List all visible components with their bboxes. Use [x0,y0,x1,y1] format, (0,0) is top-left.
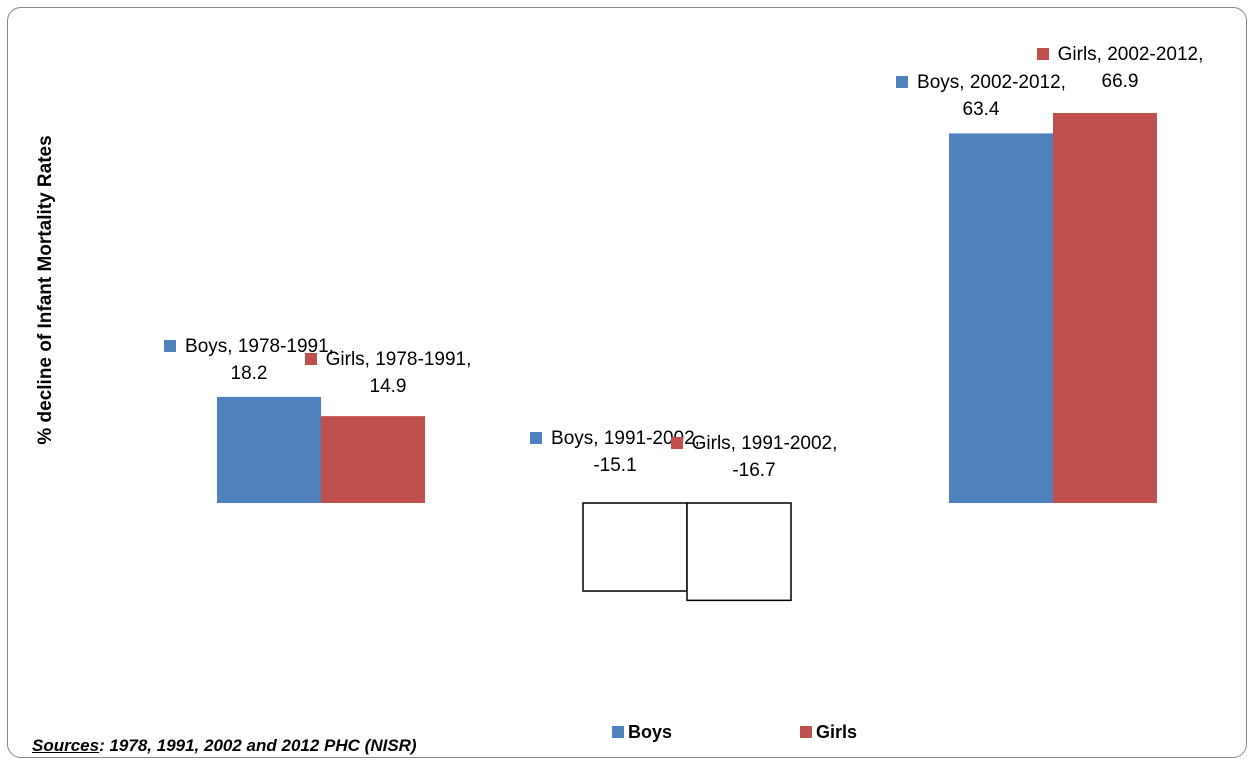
data-label-text: Boys, 1991-2002, -15.1 [551,427,700,476]
data-label: Girls, 2002-2012, 66.9 [1025,41,1215,95]
data-label-key [896,76,909,89]
data-label-text: Girls, 2002-2012, 66.9 [1057,44,1204,92]
data-label-key [670,436,683,449]
data-label-key [304,353,317,366]
chart-frame [7,7,1247,758]
data-label-key [1036,48,1049,60]
data-label-text: Girls, 1991-2002, -16.7 [691,432,838,481]
bar [1053,113,1157,503]
legend-label: Girls [816,722,858,742]
source-text: : 1978, 1991, 2002 and 2012 PHC (NISR) [99,736,417,755]
bar [582,502,688,592]
data-label-key [530,431,543,444]
data-label: Girls, 1978-1991, 14.9 [293,346,483,400]
bar [321,416,425,503]
data-label-key [164,339,177,352]
bar [686,502,792,602]
y-axis-title: % decline of Infant Mortality Rates [35,135,56,444]
data-label: Boys, 1978-1991, 18.2 [154,333,344,387]
legend-label: Boys [628,722,673,742]
legend-item: Girls [800,722,857,743]
legend-key [800,726,812,738]
bar [217,396,321,503]
source-label: Sources [32,736,100,755]
data-label-text: Girls, 1978-1991, 14.9 [325,349,472,398]
data-label: Boys, 1991-2002, -15.1 [520,425,710,479]
legend-item: Boys [612,722,672,743]
data-label: Boys, 2002-2012, 63.4 [886,69,1076,123]
data-label: Girls, 1991-2002, -16.7 [659,430,849,484]
legend-key [612,726,624,738]
data-label-text: Boys, 2002-2012, 63.4 [917,72,1066,121]
source: Sources: 1978, 1991, 2002 and 2012 PHC (… [32,736,417,756]
data-label-text: Boys, 1978-1991, 18.2 [185,335,334,384]
bar [949,133,1053,503]
